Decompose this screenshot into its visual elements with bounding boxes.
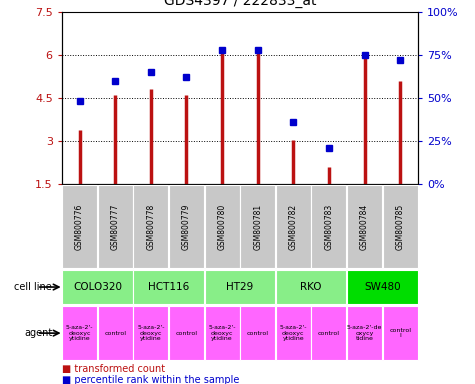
Bar [347,270,418,304]
Bar [62,270,133,304]
Bar [169,306,204,360]
Text: HCT116: HCT116 [148,282,189,292]
Text: RKO: RKO [300,282,322,292]
Bar [205,185,239,268]
Text: GSM800785: GSM800785 [396,204,405,250]
Text: GSM800779: GSM800779 [182,204,191,250]
Bar [98,185,133,268]
Bar [383,306,418,360]
Text: GSM800784: GSM800784 [360,204,369,250]
Text: HT29: HT29 [226,282,254,292]
Bar [133,270,204,304]
Bar [98,306,133,360]
Text: control
l: control l [389,328,411,338]
Bar [205,270,275,304]
Text: GSM800776: GSM800776 [75,204,84,250]
Text: 5-aza-2'-
deoxyc
ytidine: 5-aza-2'- deoxyc ytidine [137,325,164,341]
Text: COLO320: COLO320 [73,282,122,292]
Text: GSM800780: GSM800780 [218,204,227,250]
Text: 5-aza-2'-
deoxyc
ytidine: 5-aza-2'- deoxyc ytidine [209,325,236,341]
Text: control: control [247,331,269,336]
Bar [133,306,168,360]
Text: agent: agent [24,328,52,338]
Text: GSM800783: GSM800783 [324,204,333,250]
Bar [383,185,418,268]
Bar [133,185,168,268]
Text: SW480: SW480 [364,282,401,292]
Bar [205,306,239,360]
Bar [62,185,97,268]
Bar [276,306,311,360]
Text: GSM800778: GSM800778 [146,204,155,250]
Text: GSM800781: GSM800781 [253,204,262,250]
Text: GSM800782: GSM800782 [289,204,298,250]
Text: ■ percentile rank within the sample: ■ percentile rank within the sample [62,375,239,384]
Title: GDS4397 / 222833_at: GDS4397 / 222833_at [163,0,316,8]
Bar [276,185,311,268]
Text: ■ transformed count: ■ transformed count [62,364,165,374]
Text: control: control [175,331,198,336]
Text: control: control [104,331,126,336]
Text: cell line: cell line [15,282,52,292]
Text: control: control [318,331,340,336]
Text: 5-aza-2'-
deoxyc
ytidine: 5-aza-2'- deoxyc ytidine [66,325,93,341]
Bar [312,185,346,268]
Bar [240,306,275,360]
Bar [169,185,204,268]
Text: GSM800777: GSM800777 [111,204,120,250]
Bar [276,270,346,304]
Text: 5-aza-2'-de
oxycy
tidine: 5-aza-2'-de oxycy tidine [347,325,382,341]
Bar [347,185,382,268]
Text: 5-aza-2'-
deoxyc
ytidine: 5-aza-2'- deoxyc ytidine [280,325,307,341]
Bar [312,306,346,360]
Bar [240,185,275,268]
Bar [62,306,97,360]
Bar [347,306,382,360]
